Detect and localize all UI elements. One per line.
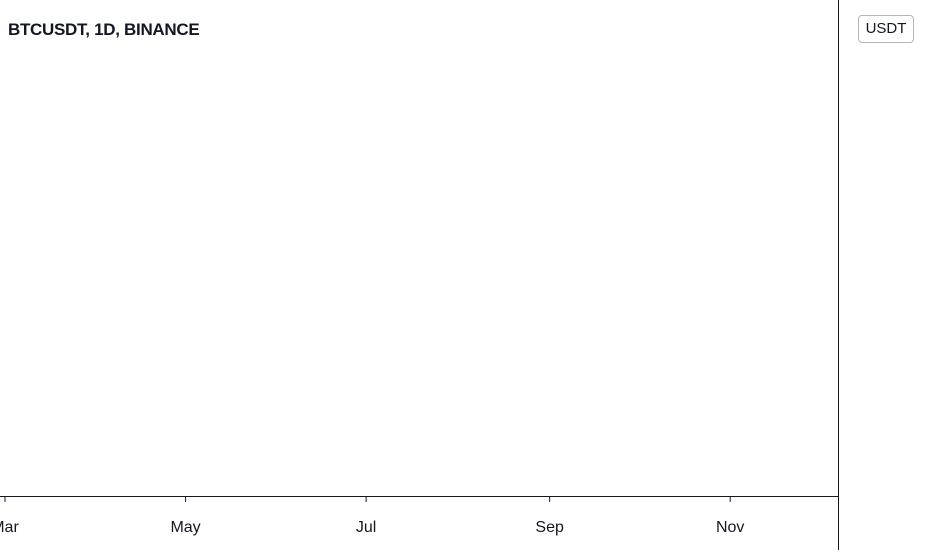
time-tick-label: Jul [356, 519, 376, 536]
time-tick-label: Sep [535, 519, 564, 536]
time-tick-label: May [170, 519, 200, 536]
symbol-title: BTCUSDT, 1D, BINANCE [8, 20, 200, 39]
time-tick-label: Nov [716, 519, 744, 536]
currency-button[interactable]: USDT [858, 15, 914, 43]
time-tick-label: Mar [0, 519, 19, 536]
time-axis[interactable]: Mar May Jul Sep Nov [0, 496, 744, 536]
